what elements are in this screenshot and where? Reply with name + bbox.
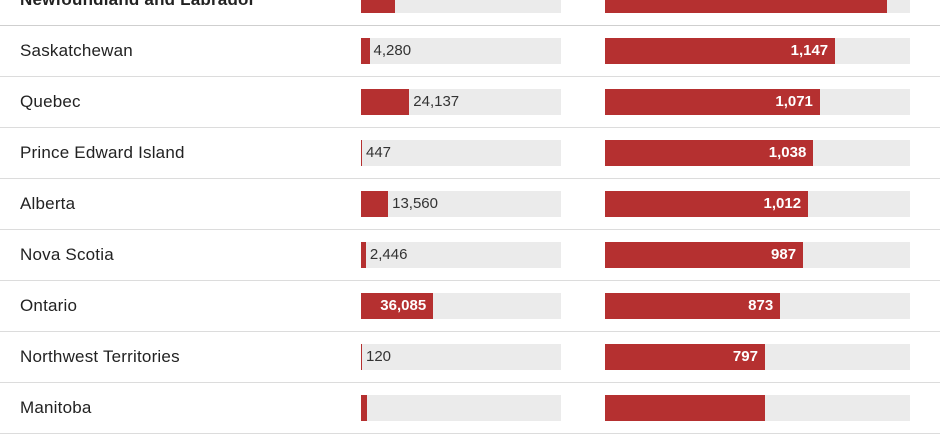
bar-right — [605, 395, 765, 421]
region-label: Newfoundland and Labrador — [20, 0, 255, 25]
bar-track-right: 1,012 — [605, 191, 910, 217]
bar-track-right — [605, 395, 910, 421]
bar-right — [605, 191, 809, 217]
region-label: Saskatchewan — [20, 41, 133, 60]
value-label-left: 4,280 — [373, 42, 412, 59]
table-row: Manitoba — [0, 383, 940, 434]
bar-track-right: 873 — [605, 293, 910, 319]
value-label-right: 797 — [732, 348, 758, 365]
bar-track-left: 120 — [361, 344, 561, 370]
bar-right — [605, 140, 814, 166]
region-label: Prince Edward Island — [20, 143, 185, 162]
bar-right — [605, 242, 803, 268]
bar-track-left — [361, 0, 561, 13]
table-row: Prince Edward Island 447 1,038 — [0, 128, 940, 179]
value-label-right: 987 — [771, 246, 797, 263]
value-label-left: 24,137 — [413, 93, 460, 110]
table-row: Northwest Territories 120 797 — [0, 332, 940, 383]
value-label-right: 1,147 — [790, 42, 829, 59]
value-label-left: 447 — [366, 144, 392, 161]
bar-track-left — [361, 395, 561, 421]
bar-left — [361, 191, 389, 217]
bar-track-right: 1,071 — [605, 89, 910, 115]
value-label-right: 1,071 — [775, 93, 813, 110]
bar-track-right: 1,038 — [605, 140, 910, 166]
region-label: Alberta — [20, 194, 76, 213]
table-row: Ontario 36,085 873 — [0, 281, 940, 332]
bar-left — [361, 293, 434, 319]
value-label-right: 1,038 — [768, 144, 807, 161]
bar-left — [361, 38, 370, 64]
value-label-right: 1,012 — [763, 195, 802, 212]
value-label-left: 2,446 — [369, 246, 408, 263]
bar-right — [605, 293, 781, 319]
table-row: Newfoundland and Labrador — [0, 0, 940, 26]
bar-track-right: 1,147 — [605, 38, 910, 64]
bar-right — [605, 89, 820, 115]
bar-track-left: 2,446 — [361, 242, 561, 268]
bar-track-right: 797 — [605, 344, 910, 370]
bar-left — [361, 140, 362, 166]
region-label: Nova Scotia — [20, 245, 114, 264]
bar-track-left: 13,560 — [361, 191, 561, 217]
table-row: Alberta 13,560 1,012 — [0, 179, 940, 230]
table-row: Nova Scotia 2,446 987 — [0, 230, 940, 281]
table-row: Quebec 24,137 1,071 — [0, 77, 940, 128]
bar-track-left: 4,280 — [361, 38, 561, 64]
value-label-left: 36,085 — [380, 297, 427, 314]
region-label: Manitoba — [20, 398, 92, 417]
region-label: Northwest Territories — [20, 347, 180, 366]
bar-left — [361, 0, 395, 13]
bar-left — [361, 242, 366, 268]
bar-track-left: 24,137 — [361, 89, 561, 115]
region-label: Ontario — [20, 296, 78, 315]
bar-left — [361, 344, 362, 370]
value-label-left: 13,560 — [392, 195, 438, 212]
value-label-left: 120 — [366, 348, 392, 365]
table-row: Saskatchewan 4,280 1,147 — [0, 26, 940, 77]
bar-right — [605, 0, 888, 13]
bar-track-left: 447 — [361, 140, 561, 166]
bar-right — [605, 344, 765, 370]
bar-left — [361, 395, 368, 421]
bar-right — [605, 38, 836, 64]
bar-track-right — [605, 0, 910, 13]
bar-track-right: 987 — [605, 242, 910, 268]
bar-left — [361, 89, 410, 115]
region-label: Quebec — [20, 92, 81, 111]
value-label-right: 873 — [748, 297, 774, 314]
bar-track-left: 36,085 — [361, 293, 561, 319]
